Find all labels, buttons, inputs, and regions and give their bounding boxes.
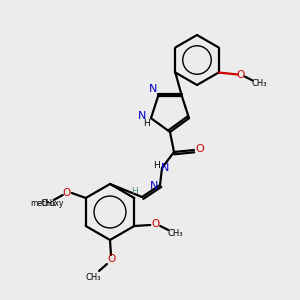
Text: CH₃: CH₃ <box>85 272 101 281</box>
Text: N: N <box>161 163 169 173</box>
Text: H: H <box>144 119 150 128</box>
Text: O: O <box>108 254 116 264</box>
Text: O: O <box>196 144 204 154</box>
Text: N: N <box>149 84 158 94</box>
Text: O: O <box>236 70 245 80</box>
Text: H: H <box>153 160 160 169</box>
Text: methoxy: methoxy <box>30 199 63 208</box>
Text: N: N <box>150 181 158 191</box>
Text: H: H <box>132 188 138 196</box>
Text: O: O <box>63 188 71 198</box>
Text: CH₃: CH₃ <box>167 229 183 238</box>
Text: CH₃: CH₃ <box>40 199 56 208</box>
Text: N: N <box>138 111 146 121</box>
Text: O: O <box>151 219 159 229</box>
Text: CH₃: CH₃ <box>252 79 267 88</box>
